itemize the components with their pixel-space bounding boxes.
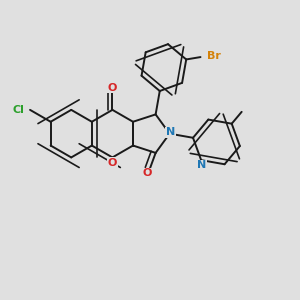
Text: O: O — [108, 158, 117, 168]
Text: N: N — [166, 128, 176, 137]
Text: O: O — [108, 82, 117, 93]
Text: O: O — [142, 168, 152, 178]
Text: Br: Br — [207, 51, 221, 61]
Text: Cl: Cl — [13, 105, 25, 115]
Text: N: N — [197, 160, 206, 170]
